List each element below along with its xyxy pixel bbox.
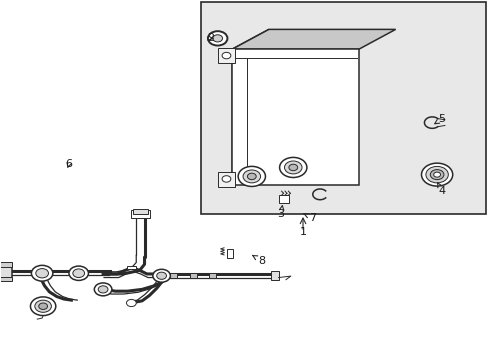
Circle shape xyxy=(73,269,84,278)
Bar xyxy=(0,277,12,281)
Polygon shape xyxy=(232,30,268,185)
Polygon shape xyxy=(232,30,395,49)
Circle shape xyxy=(429,170,443,180)
Bar xyxy=(127,266,136,269)
Circle shape xyxy=(69,266,88,280)
Circle shape xyxy=(222,52,230,59)
Bar xyxy=(217,172,234,187)
Circle shape xyxy=(243,170,260,183)
Circle shape xyxy=(433,172,440,177)
Bar xyxy=(209,273,216,278)
Bar xyxy=(200,3,485,214)
Bar xyxy=(133,209,148,214)
Text: 1: 1 xyxy=(299,227,306,237)
Circle shape xyxy=(31,265,53,281)
Circle shape xyxy=(39,303,47,310)
Bar xyxy=(271,271,278,280)
Circle shape xyxy=(36,269,48,278)
Circle shape xyxy=(35,300,51,312)
Circle shape xyxy=(247,173,256,180)
Bar xyxy=(0,262,12,267)
Circle shape xyxy=(425,166,447,183)
Text: 3: 3 xyxy=(277,206,284,219)
Bar xyxy=(131,211,150,218)
Circle shape xyxy=(94,283,112,296)
Circle shape xyxy=(212,35,222,42)
Text: 5: 5 xyxy=(434,114,445,124)
Circle shape xyxy=(284,161,302,174)
Bar xyxy=(189,273,196,278)
Circle shape xyxy=(157,272,166,279)
Text: 2: 2 xyxy=(206,33,213,43)
Circle shape xyxy=(288,164,297,171)
Circle shape xyxy=(126,300,136,307)
Bar xyxy=(217,48,234,63)
Circle shape xyxy=(30,297,56,316)
Bar xyxy=(170,273,177,278)
Circle shape xyxy=(222,176,230,182)
Circle shape xyxy=(421,163,452,186)
Text: 6: 6 xyxy=(65,159,72,169)
Text: 8: 8 xyxy=(252,255,264,266)
Circle shape xyxy=(153,269,170,282)
Text: 7: 7 xyxy=(303,213,316,222)
Circle shape xyxy=(207,31,227,45)
Circle shape xyxy=(238,166,265,186)
Circle shape xyxy=(98,286,108,293)
Bar xyxy=(232,49,358,185)
Circle shape xyxy=(279,157,306,177)
Bar xyxy=(226,249,232,258)
Text: 4: 4 xyxy=(437,183,445,196)
Bar xyxy=(0,265,12,278)
Bar xyxy=(278,195,289,203)
